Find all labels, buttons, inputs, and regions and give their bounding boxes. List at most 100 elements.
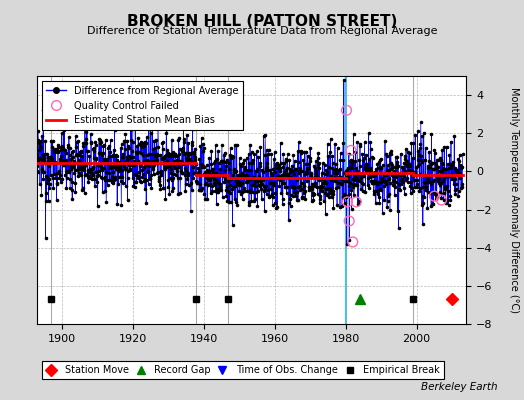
Point	[181, 150, 190, 156]
Point	[62, 157, 70, 164]
Point	[150, 152, 159, 159]
Point	[290, 184, 298, 190]
Point	[88, 175, 96, 182]
Point	[449, 158, 457, 165]
Point	[343, 178, 352, 184]
Point	[122, 182, 130, 189]
Point	[450, 133, 458, 140]
Point	[297, 167, 305, 174]
Point	[235, 179, 244, 185]
Point	[285, 200, 293, 206]
Point	[71, 180, 79, 186]
Point	[265, 193, 274, 199]
Point	[356, 140, 364, 147]
Point	[122, 165, 130, 172]
Point	[181, 188, 189, 194]
Point	[206, 175, 215, 181]
Point	[237, 191, 245, 197]
Point	[380, 196, 388, 203]
Point	[383, 167, 391, 174]
Point	[373, 188, 381, 194]
Point	[127, 161, 136, 168]
Point	[455, 188, 463, 194]
Point	[247, 149, 256, 156]
Point	[32, 163, 41, 169]
Point	[317, 184, 325, 191]
Point	[202, 167, 211, 173]
Point	[113, 201, 122, 208]
Point	[78, 187, 86, 193]
Point	[123, 138, 132, 144]
Point	[358, 188, 367, 194]
Point	[348, 161, 356, 168]
Point	[86, 175, 95, 181]
Point	[237, 163, 246, 169]
Point	[402, 146, 410, 152]
Point	[82, 128, 91, 135]
Point	[166, 174, 174, 181]
Point	[379, 178, 388, 184]
Point	[208, 167, 216, 174]
Point	[339, 194, 347, 200]
Point	[368, 169, 376, 176]
Point	[168, 177, 176, 183]
Point	[41, 160, 49, 166]
Point	[315, 200, 324, 206]
Point	[215, 180, 224, 187]
Point	[428, 160, 436, 166]
Point	[374, 191, 382, 197]
Point	[346, 180, 354, 186]
Point	[143, 152, 151, 158]
Point	[292, 193, 300, 200]
Point	[59, 156, 68, 163]
Point	[390, 172, 399, 178]
Point	[292, 166, 300, 172]
Point	[271, 169, 279, 175]
Point	[348, 181, 357, 188]
Point	[454, 156, 463, 162]
Point	[136, 162, 145, 169]
Point	[445, 152, 454, 158]
Point	[176, 175, 184, 182]
Point	[68, 196, 77, 202]
Text: BROKEN HILL (PATTON STREET): BROKEN HILL (PATTON STREET)	[127, 14, 397, 29]
Point	[398, 171, 406, 177]
Point	[287, 203, 295, 209]
Point	[403, 174, 411, 181]
Point	[103, 160, 111, 166]
Point	[126, 154, 134, 160]
Point	[337, 174, 346, 180]
Point	[120, 138, 128, 144]
Point	[195, 180, 204, 187]
Text: Difference of Station Temperature Data from Regional Average: Difference of Station Temperature Data f…	[87, 26, 437, 36]
Point	[121, 166, 129, 172]
Point	[443, 173, 451, 179]
Point	[327, 177, 335, 184]
Point	[221, 159, 229, 165]
Point	[210, 160, 219, 166]
Point	[146, 174, 154, 181]
Point	[425, 158, 433, 164]
Point	[198, 135, 206, 141]
Point	[241, 164, 249, 170]
Point	[187, 180, 195, 186]
Point	[283, 165, 291, 172]
Point	[188, 138, 196, 145]
Point	[286, 166, 294, 172]
Point	[202, 180, 210, 187]
Point	[307, 170, 315, 176]
Point	[169, 152, 178, 158]
Point	[203, 168, 212, 174]
Point	[179, 122, 188, 129]
Point	[321, 190, 330, 196]
Point	[372, 188, 380, 194]
Point	[73, 164, 82, 171]
Point	[136, 160, 144, 167]
Point	[394, 170, 402, 177]
Point	[351, 148, 359, 155]
Point	[230, 168, 238, 175]
Point	[342, 107, 351, 114]
Point	[416, 185, 424, 192]
Point	[299, 157, 308, 164]
Point	[171, 150, 179, 157]
